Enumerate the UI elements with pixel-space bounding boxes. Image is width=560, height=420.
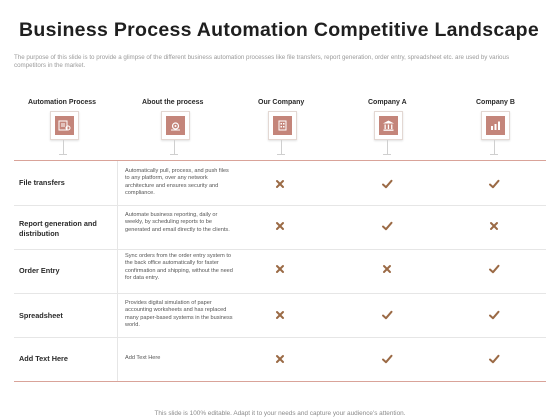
check-icon	[381, 177, 393, 189]
column-header-company-a: Company A	[368, 99, 407, 106]
column-header-company-b: Company B	[476, 99, 515, 106]
check-icon	[381, 219, 393, 231]
column-header-our-company: Our Company	[258, 99, 305, 106]
row-description: Sync orders from the order entry system …	[125, 253, 233, 281]
row-description: Automatically pull, process, and push fi…	[125, 168, 229, 196]
table-top-rule	[14, 160, 546, 161]
cross-icon	[381, 262, 393, 274]
row-description: Provides digital simulation of paper acc…	[125, 300, 233, 328]
check-icon	[488, 262, 500, 274]
row-divider	[14, 337, 546, 338]
row-divider	[14, 205, 546, 206]
gear-icon	[161, 111, 190, 140]
row-divider	[14, 293, 546, 294]
cross-icon	[488, 219, 500, 231]
slide-subtitle: The purpose of this slide is to provide …	[14, 54, 510, 70]
process-icon	[50, 111, 79, 140]
row-divider	[14, 249, 546, 250]
cross-icon	[274, 262, 286, 274]
table-bottom-rule	[14, 381, 546, 382]
row-description: Automate business reporting, daily or we…	[125, 212, 230, 233]
check-icon	[488, 308, 500, 320]
cross-icon	[274, 219, 286, 231]
cross-icon	[274, 352, 286, 364]
slide-footer: This slide is 100% editable. Adapt it to…	[154, 410, 406, 417]
row-label-order-entry: Order Entry	[19, 266, 60, 275]
slide-title: Business Process Automation Competitive …	[19, 19, 540, 41]
check-icon	[488, 177, 500, 189]
row-label-report-generation: Report generation and distribution	[19, 219, 97, 238]
row-label-file-transfers: File transfers	[19, 178, 65, 187]
chart-icon	[481, 111, 510, 140]
check-icon	[488, 352, 500, 364]
bank-icon	[374, 111, 403, 140]
column-header-about-process: About the process	[142, 99, 204, 106]
building-icon	[268, 111, 297, 140]
row-label-spreadsheet: Spreadsheet	[19, 311, 63, 320]
cross-icon	[274, 177, 286, 189]
column-header-automation-process: Automation Process	[28, 99, 97, 106]
check-icon	[381, 308, 393, 320]
cross-icon	[274, 308, 286, 320]
row-description: Add Text Here	[125, 355, 161, 361]
row-label-add-text: Add Text Here	[19, 354, 68, 363]
check-icon	[381, 352, 393, 364]
column-divider	[117, 161, 118, 381]
